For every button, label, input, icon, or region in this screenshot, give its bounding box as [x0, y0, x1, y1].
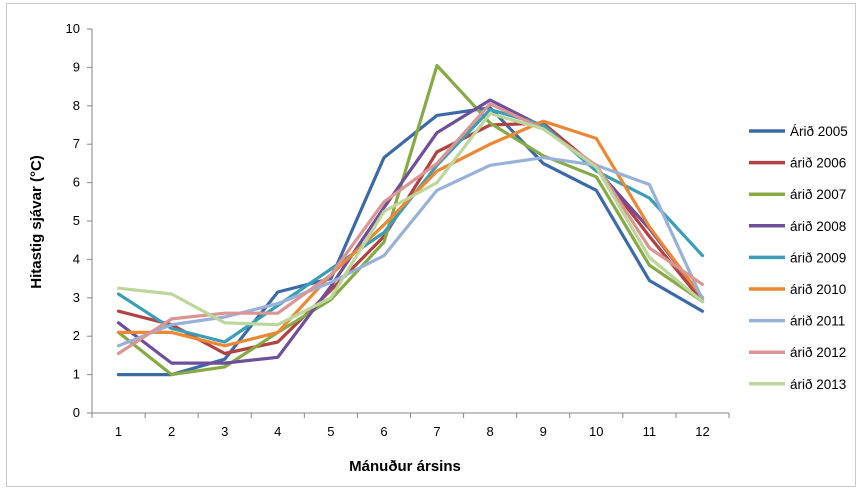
y-axis-label: Hitastig sjávar (°C) — [28, 155, 45, 289]
legend-label-5: árið 2009 — [790, 250, 846, 265]
x-tick-label: 2 — [168, 424, 175, 439]
series-line-4 — [116, 98, 705, 365]
x-tick-label: 12 — [695, 424, 709, 439]
x-tick-label: 3 — [221, 424, 228, 439]
legend-label-2: árið 2006 — [790, 156, 846, 171]
series-line-5 — [116, 107, 705, 344]
legend-label-3: árið 2007 — [790, 187, 846, 202]
y-tick-label: 6 — [73, 175, 80, 190]
legend-label-6: árið 2010 — [790, 282, 846, 297]
y-tick-label: 3 — [73, 290, 80, 305]
legend: Árið 2005 árið 2006 árið 2007 árið 2008 árið… — [749, 124, 848, 392]
series-line-1 — [116, 106, 705, 377]
y-tick-label: 9 — [73, 59, 80, 74]
y-tick-label: 0 — [73, 405, 80, 420]
x-tick-label: 4 — [274, 424, 281, 439]
x-tick-label: 7 — [433, 424, 440, 439]
legend-label-7: árið 2011 — [790, 314, 845, 329]
x-tick-label: 8 — [487, 424, 494, 439]
series-line-3 — [116, 63, 705, 377]
series-lines — [116, 63, 705, 377]
x-tick-label: 10 — [589, 424, 603, 439]
legend-label-9: árið 2013 — [790, 377, 846, 392]
x-tick-label: 1 — [115, 424, 122, 439]
x-tick-label: 9 — [540, 424, 547, 439]
series-line-9 — [116, 111, 705, 327]
y-tick-label: 7 — [73, 136, 80, 151]
y-tick-label: 1 — [73, 367, 80, 382]
x-tick-label: 6 — [380, 424, 387, 439]
legend-label-8: árið 2012 — [790, 345, 846, 360]
x-tick-label: 5 — [327, 424, 334, 439]
y-tick-label: 8 — [73, 98, 80, 113]
legend-label-4: árið 2008 — [790, 219, 846, 234]
legend-label-1: Árið 2005 — [790, 124, 848, 139]
x-axis-label: Mánuður ársins — [349, 458, 461, 475]
series-line-7 — [116, 156, 705, 348]
y-tick-label: 10 — [66, 21, 80, 36]
y-tick-label: 4 — [73, 251, 80, 266]
x-tick-label: 11 — [643, 424, 657, 439]
chart-frame: 0 1 2 3 4 5 6 7 8 9 10 1 2 3 4 5 6 7 8 9 10 11 12 Árið 2005 ári… — [6, 3, 856, 487]
y-tick-label: 5 — [73, 213, 80, 228]
y-tick-label: 2 — [73, 328, 80, 343]
series-line-8 — [116, 102, 705, 356]
